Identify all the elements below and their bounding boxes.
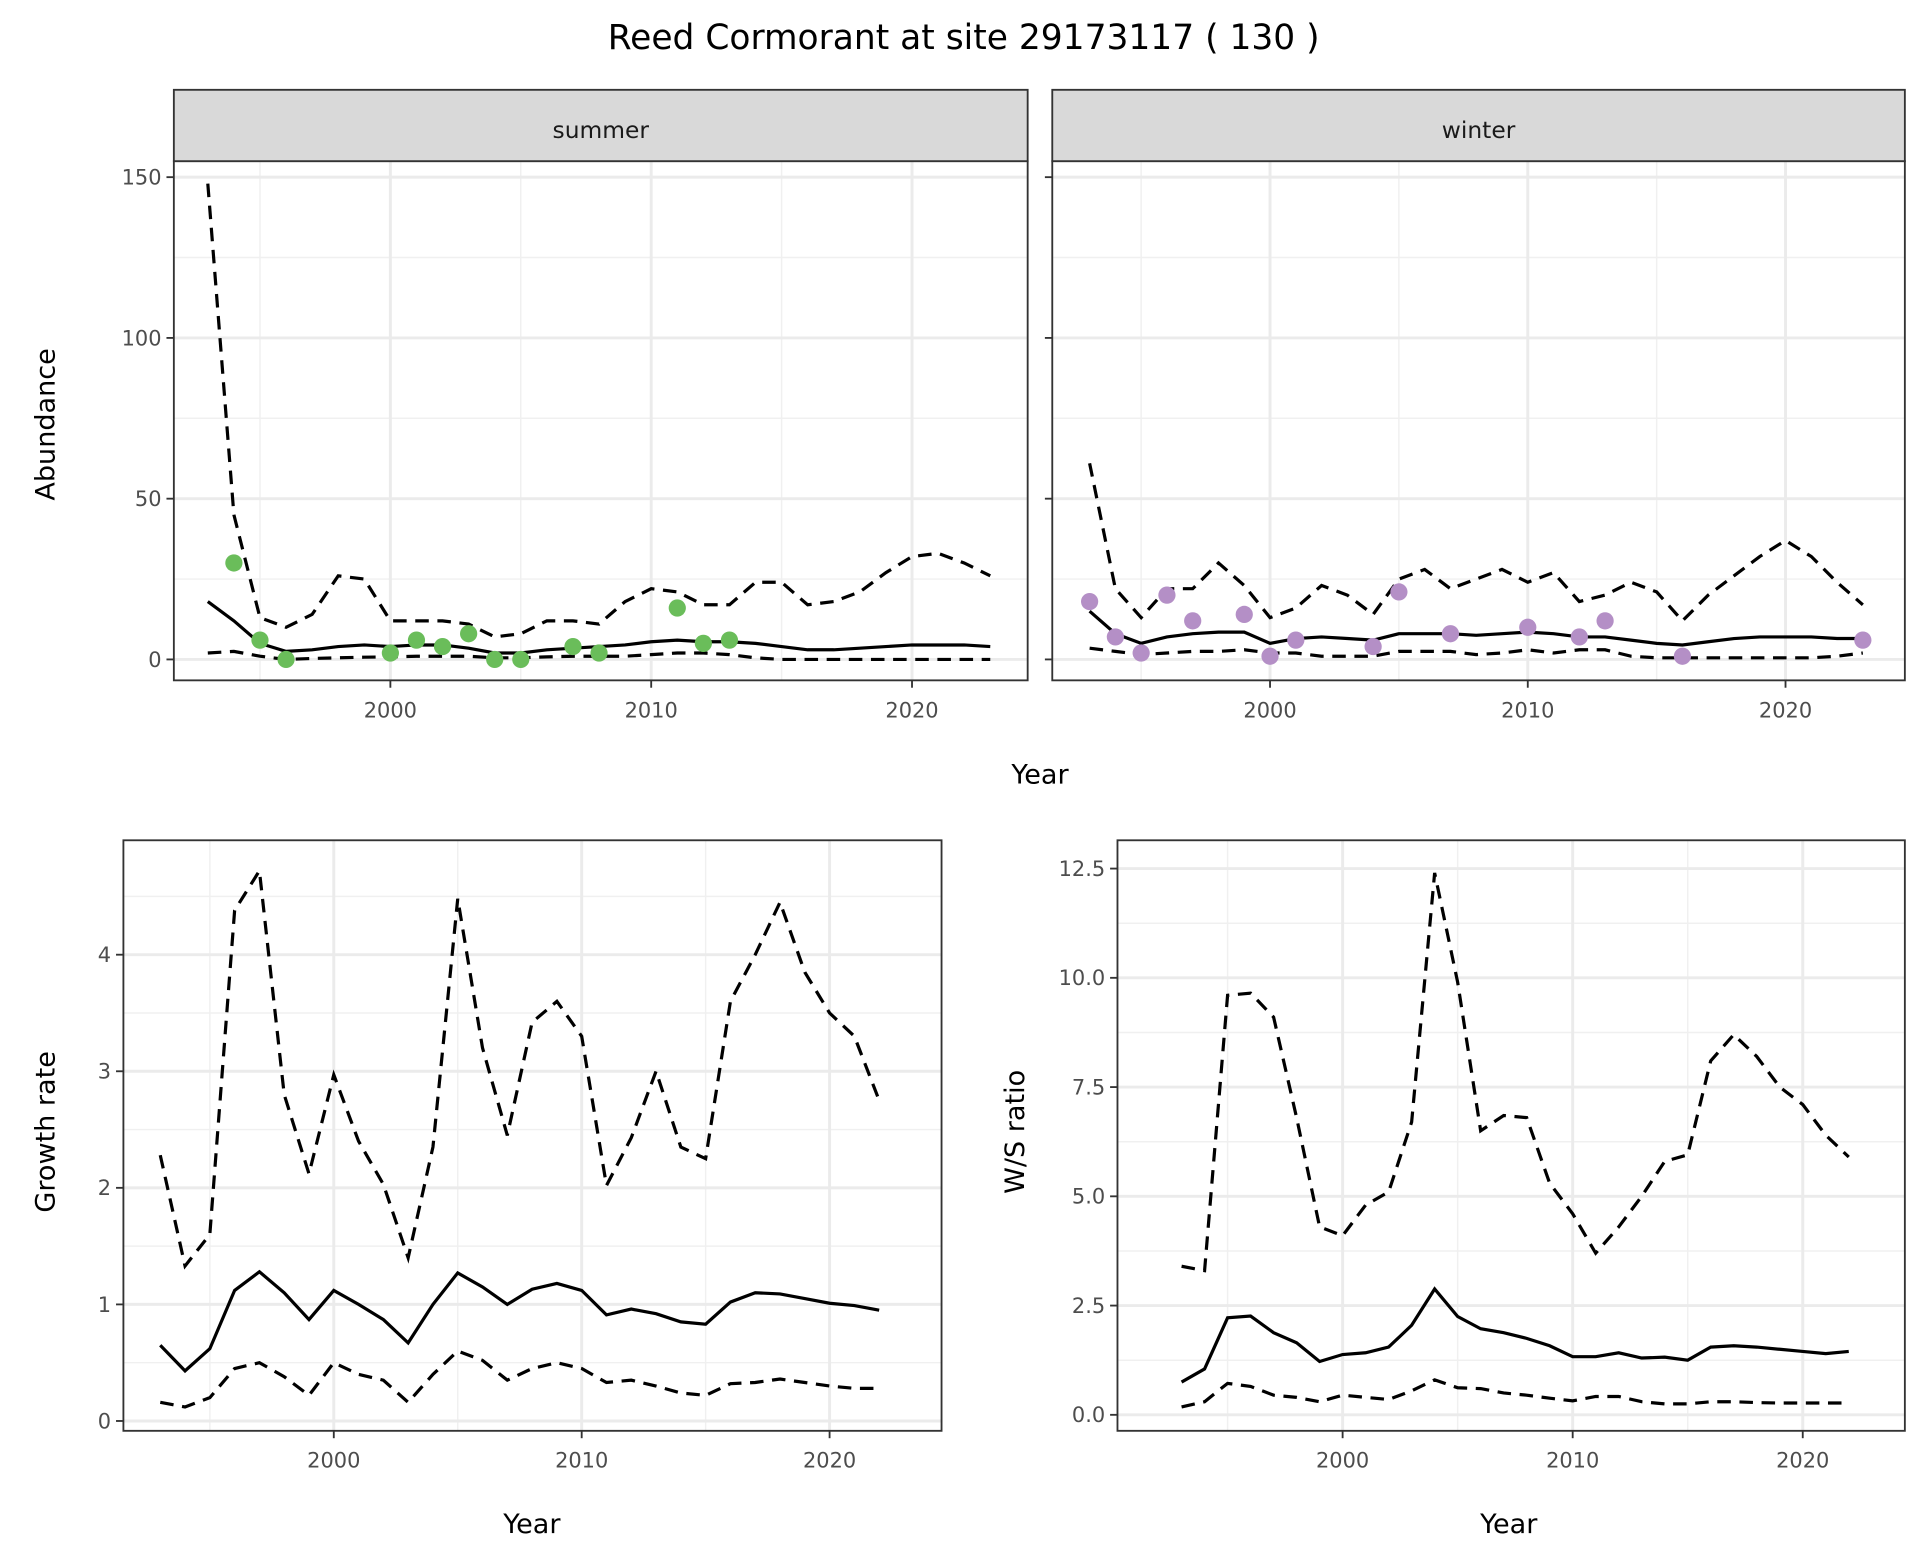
data-point — [720, 631, 739, 649]
upper-bound-line — [158, 866, 881, 1270]
upper-bound-line — [1181, 872, 1850, 1273]
plot-background — [123, 840, 942, 1431]
panel-1: winter 2000 2010 2020 — [1044, 88, 1906, 722]
ws-x-axis-label: Year — [1479, 1509, 1538, 1540]
data-point — [1261, 647, 1279, 665]
data-point — [1132, 644, 1150, 662]
y-tick-label: 0 — [98, 1409, 111, 1433]
top-x-axis-label: Year — [1010, 760, 1069, 791]
panel-3: 2000 2010 2020 0.0 2.5 5.0 7.5 10.0 12.5 — [1059, 839, 1906, 1473]
y-tick-label: 0.0 — [1072, 1403, 1105, 1427]
grid — [173, 161, 1028, 681]
data-point — [1596, 612, 1614, 630]
x-tick-label: 2020 — [885, 698, 938, 722]
x-tick-label: 2000 — [307, 1449, 360, 1473]
y-tick-label: 0 — [148, 648, 161, 672]
x-tick-label: 2000 — [364, 698, 417, 722]
data-point — [1854, 631, 1872, 649]
growth-y-axis-label: Growth rate — [31, 1051, 62, 1212]
growth-x-axis-label: Year — [502, 1509, 561, 1540]
data-point — [1364, 637, 1382, 656]
data-point — [225, 554, 243, 572]
grid — [1052, 161, 1905, 681]
data-point — [564, 637, 582, 656]
upper-bound-line — [206, 183, 991, 639]
mean-line — [159, 1269, 880, 1374]
data-point — [381, 644, 399, 662]
y-tick-label: 150 — [122, 166, 162, 190]
y-tick-label: 3 — [98, 1060, 111, 1084]
plot-background — [1117, 840, 1905, 1431]
top-y-axis-label: Abundance — [31, 348, 62, 500]
grid — [1117, 840, 1905, 1431]
y-tick-label: 2 — [98, 1176, 111, 1200]
data-point — [486, 650, 504, 669]
data-point — [433, 637, 452, 656]
data-point — [1673, 647, 1692, 665]
x-tick-label: 2000 — [1243, 698, 1296, 722]
data-point — [407, 631, 426, 649]
data-point — [460, 625, 478, 643]
lower-bound-line — [159, 1349, 880, 1409]
x-tick-label: 2020 — [1759, 698, 1812, 722]
data-point — [1106, 628, 1124, 646]
plot-background — [1052, 161, 1905, 681]
data-point — [1184, 612, 1202, 630]
lower-bound-line — [1181, 1378, 1849, 1409]
data-point — [1390, 583, 1408, 601]
facet-strip — [172, 88, 1029, 163]
data-point — [668, 599, 686, 617]
data-point — [1080, 592, 1099, 611]
x-tick-label: 2010 — [555, 1449, 608, 1473]
data-point — [1519, 618, 1537, 636]
y-tick-label: 5.0 — [1072, 1185, 1105, 1209]
y-tick-label: 50 — [135, 487, 162, 511]
y-tick-label: 4 — [98, 943, 111, 967]
data-point — [1441, 625, 1460, 643]
ws-y-axis-label: W/S ratio — [1000, 1070, 1031, 1194]
panel-border — [122, 839, 943, 1432]
y-tick-label: 10.0 — [1059, 966, 1106, 990]
figure-title: Reed Cormorant at site 29173117 ( 130 ) — [608, 18, 1320, 58]
data-point — [1287, 631, 1305, 649]
x-tick-label: 2020 — [1776, 1449, 1829, 1473]
x-tick-label: 2010 — [1501, 698, 1554, 722]
mean-line — [1180, 1286, 1849, 1384]
mean-line — [1088, 610, 1863, 647]
panel-0: summer 2000 2010 2020 0 50 100 150 — [122, 88, 1029, 722]
lower-bound-line — [207, 649, 991, 662]
y-tick-label: 7.5 — [1072, 1075, 1105, 1099]
facet-label-winter: winter — [1442, 116, 1516, 144]
y-tick-label: 1 — [98, 1293, 111, 1317]
data-point — [590, 644, 608, 662]
plot-background — [173, 161, 1028, 681]
grid — [123, 840, 942, 1431]
facet-strip — [1051, 88, 1906, 163]
facet-label-summer: summer — [553, 116, 650, 144]
x-tick-label: 2020 — [803, 1449, 856, 1473]
y-tick-label: 12.5 — [1059, 857, 1106, 881]
upper-bound-line — [1088, 462, 1864, 624]
data-point — [694, 634, 712, 652]
x-tick-label: 2010 — [625, 698, 678, 722]
data-point — [1235, 605, 1253, 624]
panel-border — [1116, 839, 1906, 1432]
x-tick-label: 2010 — [1546, 1449, 1599, 1473]
data-point — [1570, 628, 1588, 646]
lower-bound-line — [1089, 646, 1864, 660]
data-point — [251, 631, 269, 649]
panel-2: 2000 2010 2020 0 1 2 3 4 — [98, 839, 943, 1473]
x-tick-label: 2000 — [1316, 1449, 1369, 1473]
data-point — [512, 650, 530, 669]
y-tick-label: 100 — [122, 326, 162, 350]
data-point — [277, 650, 295, 669]
data-point — [1158, 586, 1176, 604]
y-tick-label: 2.5 — [1072, 1294, 1105, 1318]
